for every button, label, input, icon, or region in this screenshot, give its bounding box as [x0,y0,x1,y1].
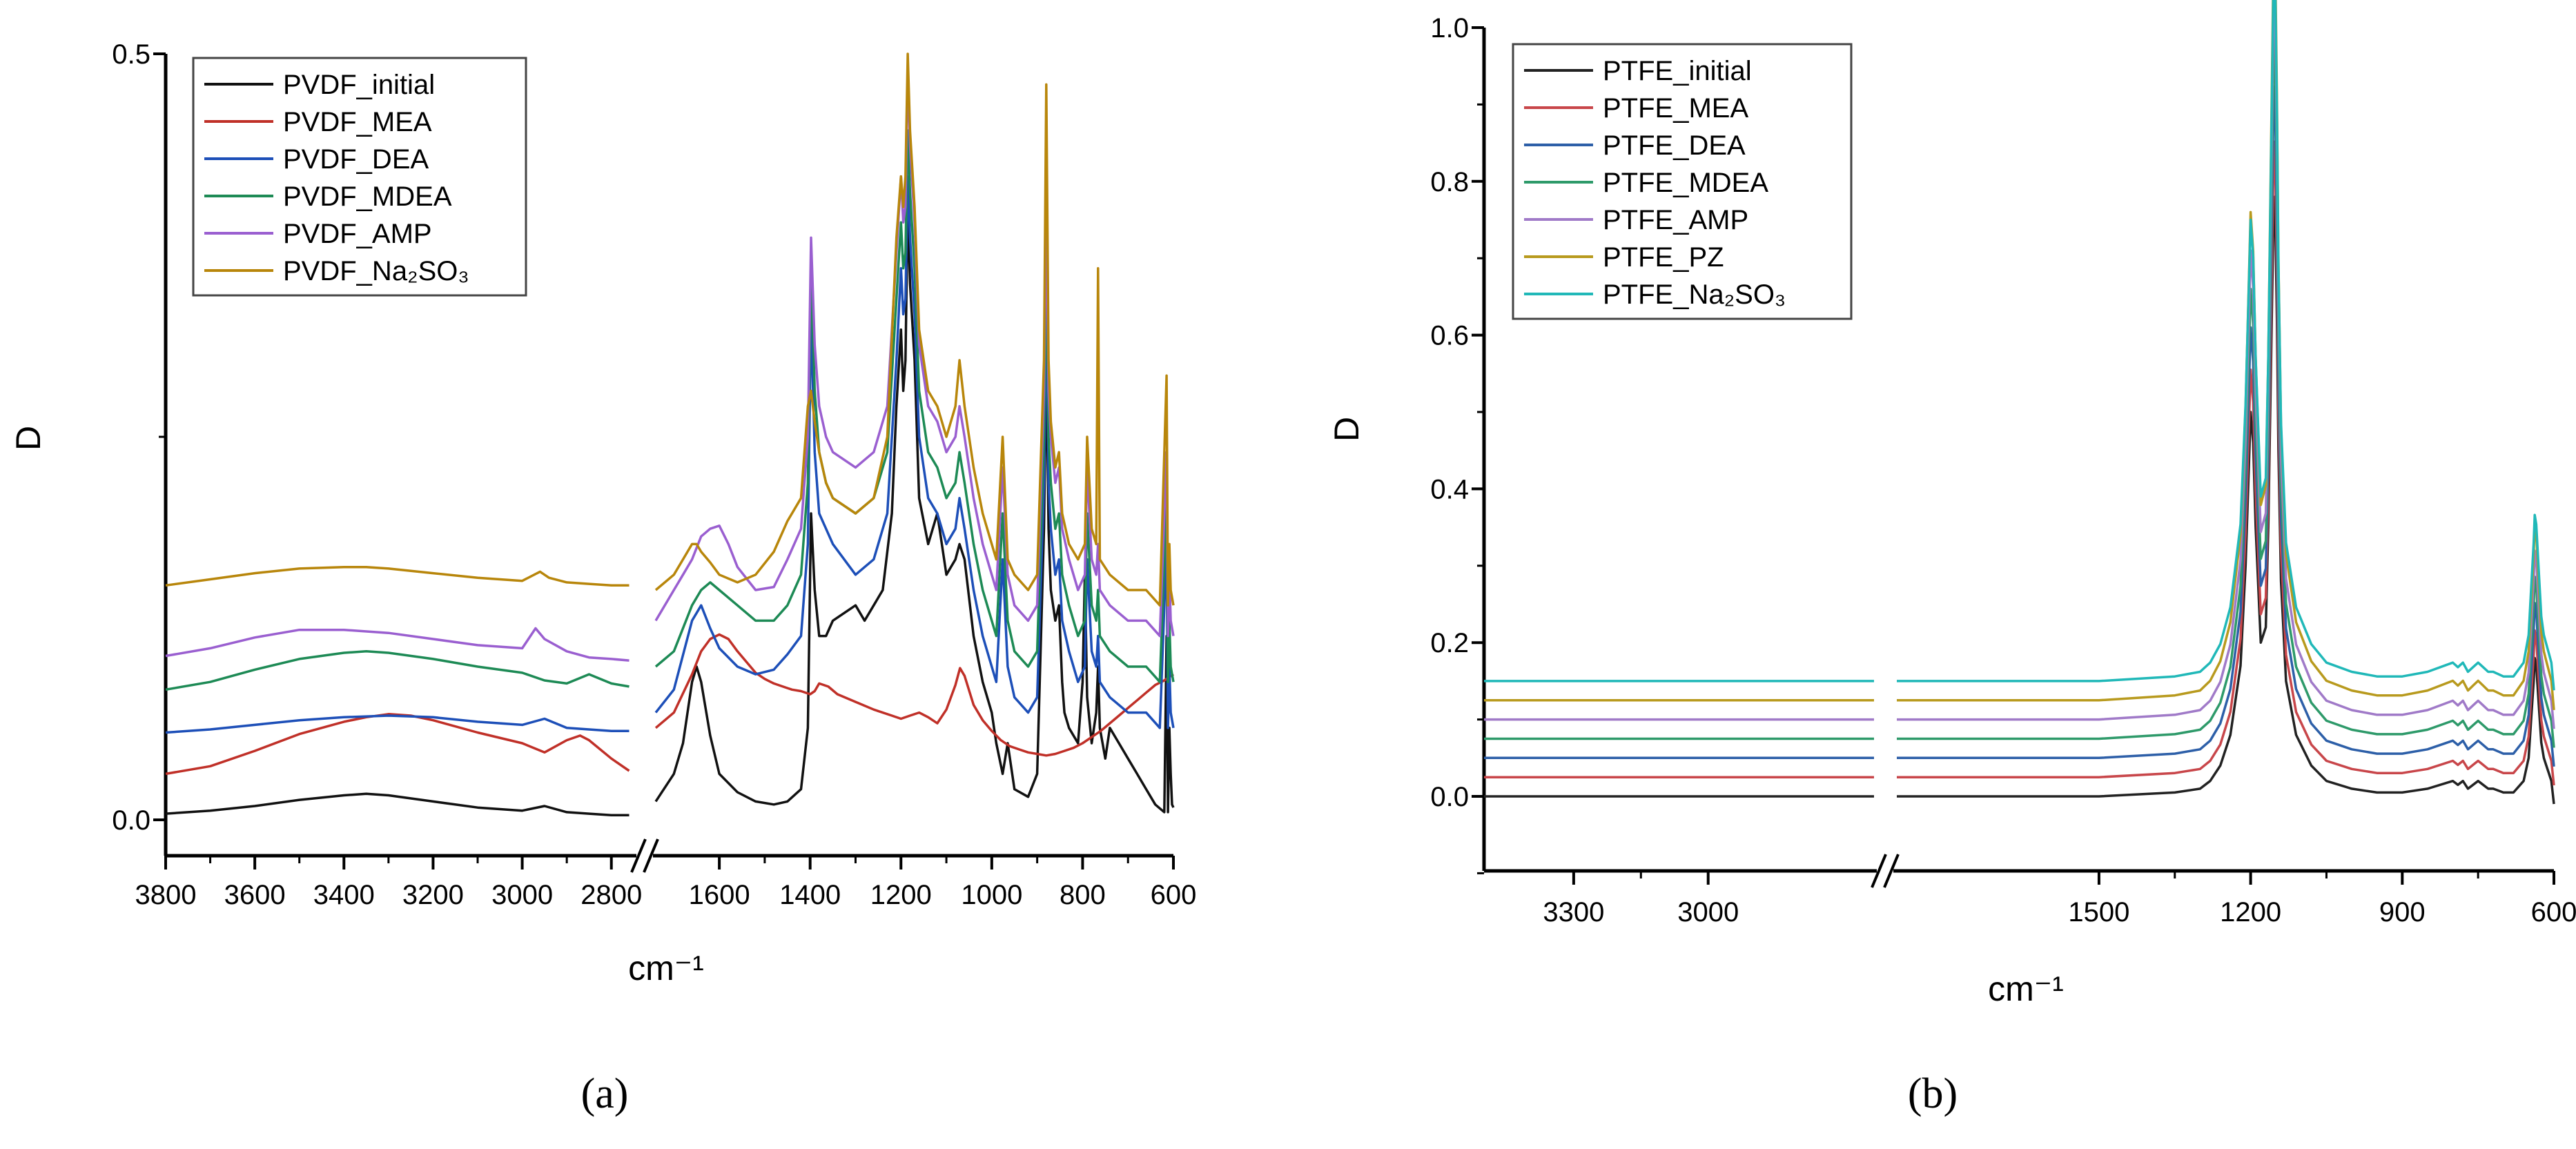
series-line-low [1897,0,2555,691]
axis-break-mark [630,838,647,873]
axis-break-mark [1883,854,1900,888]
x-tick-label: 800 [1060,880,1106,910]
series-line-low [654,52,1175,607]
x-tick-label: 600 [2531,897,2576,927]
x-tick-label: 900 [2379,897,2426,927]
axis-break-mark [1871,854,1887,888]
panel-b-y-tick-labels: 0.0 0.2 0.4 0.6 0.8 1.0 [1430,13,1469,812]
panel-b-y-axis-title: D [1327,417,1366,442]
series-line-low [1897,0,2555,711]
series-line-low [654,206,1175,814]
legend-entry: PVDF_Na₂SO₃ [283,256,469,286]
y-tick-label: 0.5 [112,39,150,70]
x-tick-label: 3600 [224,880,286,910]
series-line-high [165,714,630,734]
panel-b-x-tick-labels: 3300 3000 1500 1200 900 600 [1543,897,2576,927]
y-tick-label: 1.0 [1430,13,1469,43]
x-tick-label: 3400 [313,880,375,910]
series-line-high [165,792,630,817]
x-tick-label: 1600 [689,880,750,910]
legend-entry: PTFE_Na₂SO₃ [1603,279,1786,310]
legend-entry: PTFE_AMP [1603,205,1748,235]
series-line-high [165,565,630,587]
series-line-low [654,129,1175,683]
legend-entry: PVDF_initial [283,70,435,100]
panel-a-x-tick-labels: 3800 3600 3400 3200 3000 2800 1600 1400 1200 1000… [135,880,1197,910]
x-tick-label: 600 [1151,880,1197,910]
x-tick-label: 3300 [1543,897,1604,927]
series-line-low [1897,140,2555,786]
y-tick-label: 0.6 [1430,321,1469,351]
y-tick-label: 0.4 [1430,474,1469,504]
series-line-low [654,68,1175,638]
x-tick-label: 1400 [779,880,841,910]
x-tick-label: 3000 [1677,897,1739,927]
y-tick-label: 0.0 [112,805,150,836]
panel-b-legend: PTFE_initial PTFE_MEA PTFE_DEA PTFE_MDEA PTF… [1512,43,1853,320]
series-line-high [165,713,630,776]
series-line-low [654,175,1175,729]
x-tick-label: 1200 [2220,897,2281,927]
series-line-low [1897,36,2555,748]
legend-entry: PTFE_MEA [1603,93,1748,124]
legend-entry: PTFE_initial [1603,56,1752,86]
legend-entry: PVDF_DEA [283,144,429,175]
series-line-low [1897,85,2555,767]
panel-a-legend: PVDF_initial PVDF_MEA PVDF_DEA PVDF_MDEA PVD… [192,57,527,297]
series-line-low [654,633,1174,757]
panel-a-y-tick-labels: 0.0 0.5 [112,39,150,836]
panel-a-chart: 0.0 0.5 3800 3600 3400 3200 3000 2800 1600 1400 1… [9,39,1196,1117]
y-tick-label: 0.8 [1430,167,1469,197]
panel-a-axes [153,52,1175,873]
panel-b-axes [1472,26,2555,888]
panel-b-series [1484,0,2555,805]
axis-break-mark [643,838,659,873]
y-tick-label: 0.2 [1430,628,1469,658]
legend-entry: PTFE_MDEA [1603,168,1768,198]
legend-box [192,57,527,297]
panel-a-series [165,52,1175,817]
x-tick-label: 1000 [961,880,1022,910]
series-line-low [1897,195,2555,805]
series-line-high [165,627,630,662]
x-tick-label: 3200 [402,880,464,910]
panel-b-chart: 0.0 0.2 0.4 0.6 0.8 1.0 3300 3000 1500 1200 900 60… [1327,0,2576,1117]
x-tick-label: 1200 [870,880,932,910]
y-tick-label: 0.0 [1430,782,1469,812]
legend-entry: PTFE_PZ [1603,242,1724,273]
panel-b-x-axis-title: cm⁻¹ [1988,970,2064,1008]
panel-a-label: (a) [581,1070,629,1117]
x-tick-label: 3800 [135,880,197,910]
x-tick-label: 1500 [2068,897,2129,927]
x-tick-label: 2800 [580,880,642,910]
series-line-high [165,650,630,691]
panel-a-x-axis-title: cm⁻¹ [628,949,704,988]
legend-entry: PVDF_MEA [283,107,432,137]
series-line-low [1897,0,2555,729]
panel-a-y-axis-title: D [9,426,48,451]
panel-b-label: (b) [1908,1070,1958,1117]
legend-entry: PVDF_AMP [283,219,432,249]
x-tick-label: 3000 [491,880,553,910]
legend-entry: PTFE_DEA [1603,130,1746,161]
legend-entry: PVDF_MDEA [283,181,452,212]
